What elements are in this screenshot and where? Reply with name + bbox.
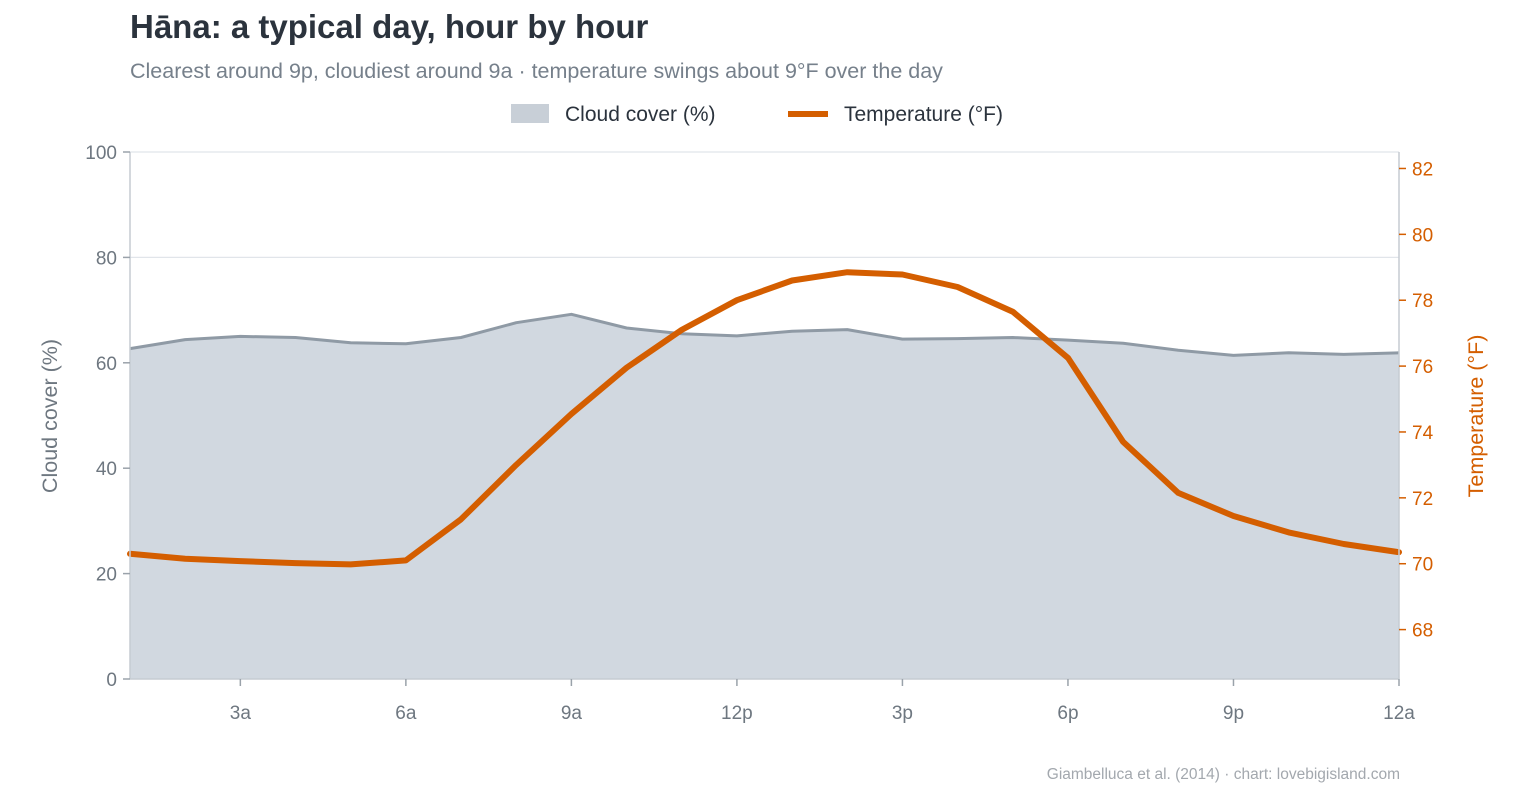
y-left-tick-label-40: 40 [96,459,117,480]
x-tick-label-9p: 9p [1223,703,1244,724]
y-right-tick-label-68: 68 [1412,621,1433,642]
y-left-tick-label-100: 100 [85,143,117,164]
source-credit: Giambelluca et al. (2014) · chart: loveb… [1046,766,1400,783]
y-right-axis-title: Temperature (°F) [1464,335,1488,498]
y-left-tick-label-80: 80 [96,248,117,269]
y-right-tick-label-80: 80 [1412,225,1433,246]
y-left-tick-label-60: 60 [96,354,117,375]
x-tick-label-6p: 6p [1057,703,1078,724]
y-right-tick-label-74: 74 [1412,423,1434,444]
legend-cloud-swatch [511,104,549,123]
cloud-cover-line [129,312,1400,357]
y-right-tick-label-72: 72 [1412,489,1433,510]
x-tick-label-3a: 3a [230,703,252,724]
temperature-series [127,269,1402,568]
x-tick-label-3p: 3p [892,703,913,724]
x-tick-label-12p: 12p [721,703,753,724]
temperature-line [127,269,1402,568]
y-right-tick-label-78: 78 [1412,291,1433,312]
chart-title: Hāna: a typical day, hour by hour [130,8,649,45]
y-left-tick-label-0: 0 [106,670,117,691]
x-tick-label-9a: 9a [561,703,583,724]
axes: 0 20 40 60 80 100 68 70 72 74 76 78 80 82 3a 6a 9a 12p 3p 6… [85,143,1433,724]
y-right-tick-label-70: 70 [1412,555,1433,576]
x-tick-label-6a: 6a [395,703,417,724]
y-right-tick-label-82: 82 [1412,159,1433,180]
legend-cloud-label: Cloud cover (%) [565,103,716,126]
cloud-series [129,312,1400,679]
chart-subtitle: Clearest around 9p, cloudiest around 9a … [130,59,943,83]
y-left-tick-label-20: 20 [96,565,117,586]
legend-temp-label: Temperature (°F) [844,103,1003,126]
y-right-tick-label-76: 76 [1412,357,1433,378]
legend: Cloud cover (%) Temperature (°F) [511,103,1003,126]
cloud-cover-area [130,314,1399,679]
x-tick-label-12a: 12a [1383,703,1415,724]
y-left-axis-title: Cloud cover (%) [38,339,62,493]
